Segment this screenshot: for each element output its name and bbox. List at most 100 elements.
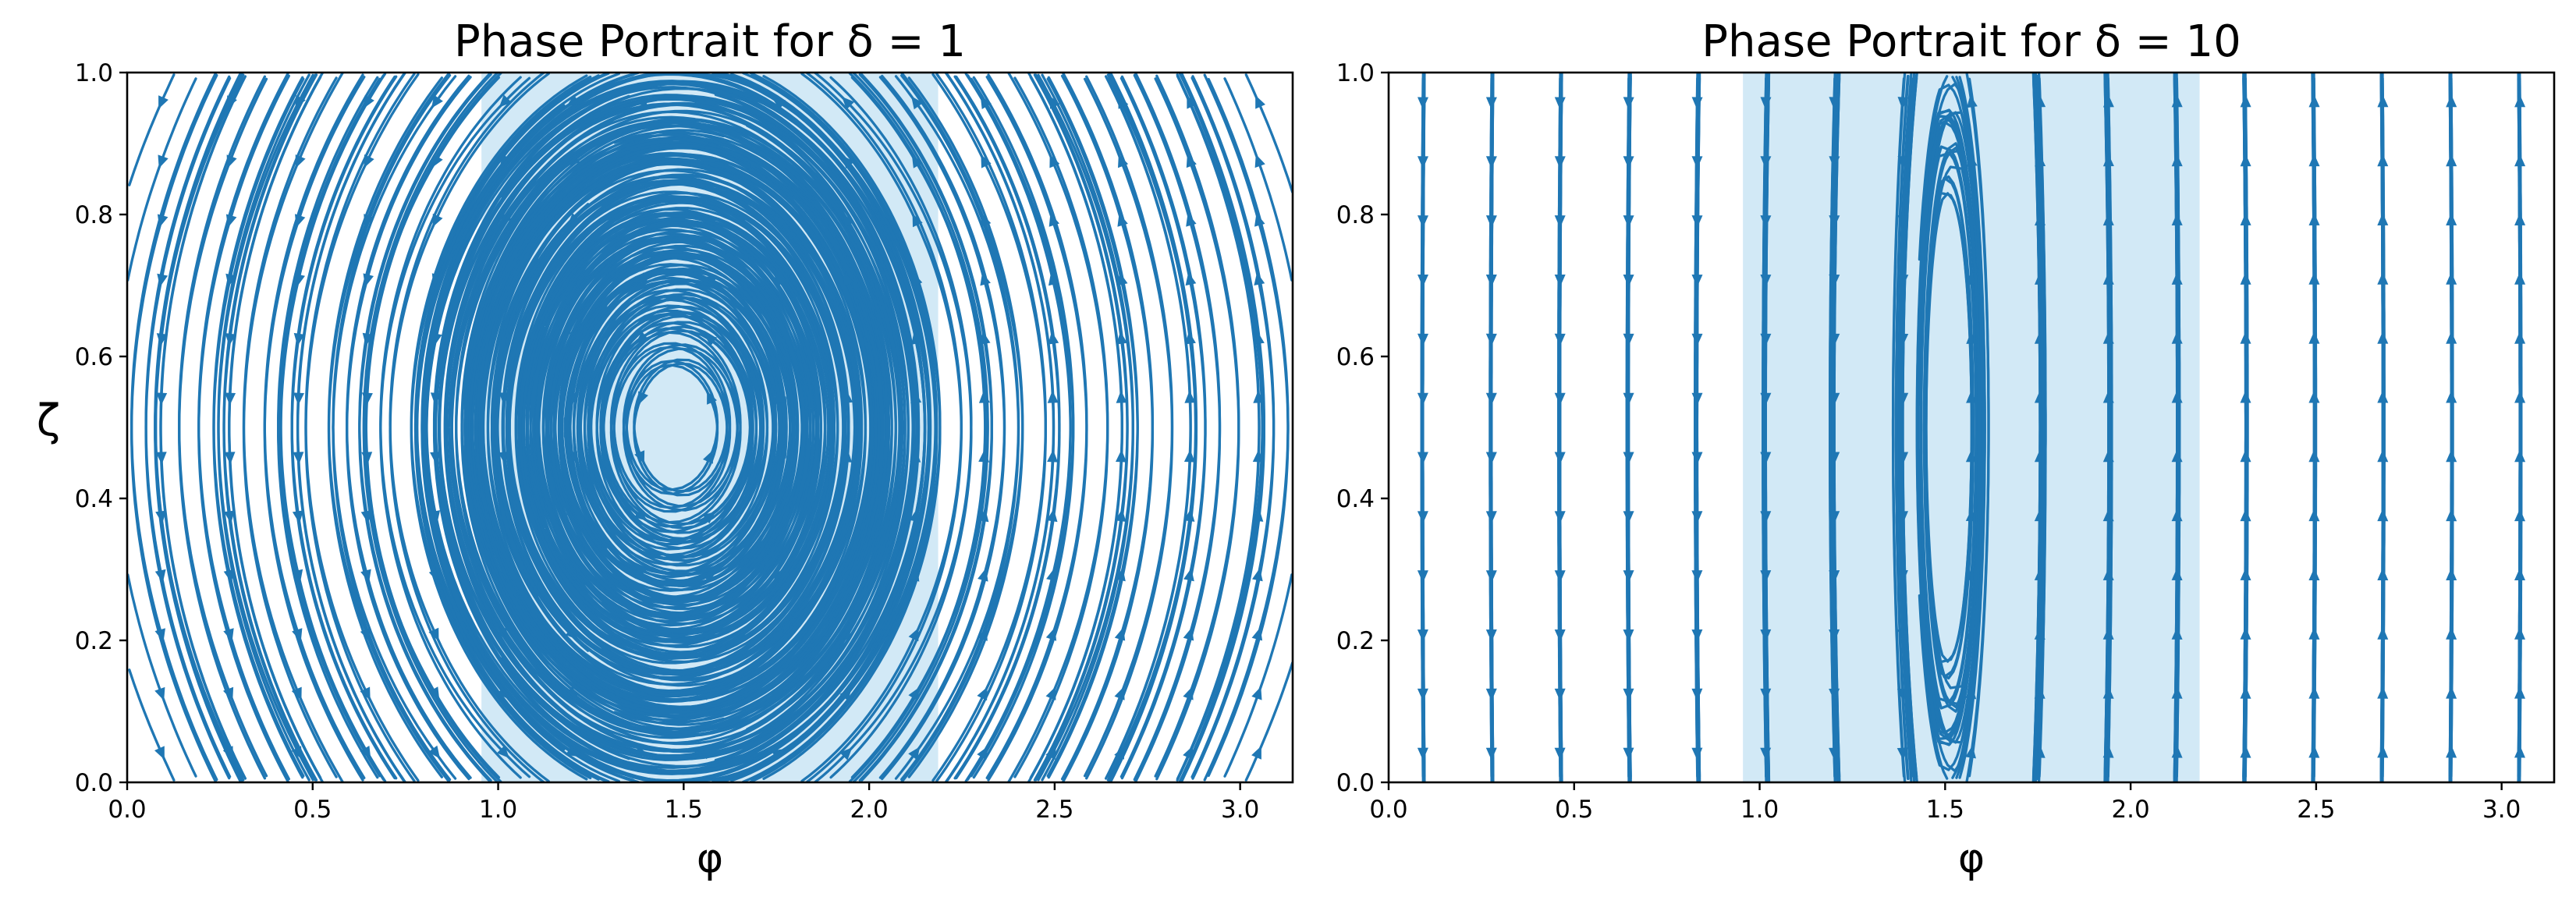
flow-arrow [226,154,237,168]
y-tick-label: 0.4 [1336,485,1375,513]
y-tick-label: 0.0 [75,769,113,797]
flow-arrow [978,390,990,403]
flow-arrow [771,689,785,701]
flow-arrow [1116,390,1127,403]
flow-arrow [2240,94,2251,108]
streamline [212,77,305,779]
x-axis-label: φ [697,835,723,882]
flow-arrow [1966,213,1978,226]
streamlines [1417,73,2526,782]
x-tick-label: 0.5 [1555,796,1593,824]
x-tick-label: 0.5 [293,796,332,824]
streamline [1180,73,1265,782]
streamline [130,73,218,782]
x-tick-label: 1.5 [1926,796,1964,824]
streamline [1037,73,1134,782]
x-tick-label: 0.0 [108,796,146,824]
flow-arrow [638,391,648,405]
y-tick-label: 1.0 [75,59,113,87]
streamline [422,73,918,782]
streamline [242,73,344,778]
flow-arrow [293,392,304,406]
flow-arrow [980,272,991,286]
flow-arrow [1760,97,1772,110]
streamline [332,75,457,782]
streamline [290,75,398,780]
streamline [2035,74,2046,781]
streamline [1829,74,1838,781]
streamline [1119,76,1207,780]
flow-arrow [1967,94,1978,108]
x-tick-label: 1.5 [665,796,703,824]
streamline [222,73,318,782]
flow-arrow [222,746,233,760]
flow-arrow [154,686,165,701]
streamline [362,76,501,782]
streamline [1894,74,1910,780]
y-tick-label: 0.2 [1336,627,1375,655]
streamline [1033,73,1129,782]
streamline [379,76,531,779]
streamline [415,73,927,782]
streamline [953,75,1061,780]
streamline [346,76,472,781]
x-tick-label: 3.0 [2482,796,2521,824]
streamline [1965,73,1990,778]
flow-arrow [911,331,922,345]
flow-arrow [1691,97,1703,110]
streamline [730,73,938,781]
flow-arrow [1185,331,1196,345]
streamline [1190,76,1276,780]
y-axis-label: ζ [37,395,60,446]
flow-arrow [1966,271,1978,285]
streamline [1694,73,1699,778]
streamline [127,77,197,282]
x-tick-label: 1.0 [479,796,517,824]
streamline [1133,73,1222,782]
flow-arrow [363,94,374,109]
flow-arrow [1048,331,1059,345]
flow-arrow [2035,94,2046,108]
streamline [2106,73,2113,778]
flow-arrow [1048,272,1059,286]
flow-arrow [225,333,236,346]
flow-arrow [1251,746,1261,760]
streamline [1104,75,1192,778]
flow-arrow [156,392,168,406]
streamline [858,73,993,782]
flow-arrow [1255,95,1265,109]
streamline [197,74,290,782]
flow-arrow [2308,94,2320,108]
flow-arrow [1116,331,1127,345]
flow-arrow [2171,94,2183,108]
flow-arrow [1049,154,1060,168]
flow-arrow [1829,97,1840,110]
streamline [2244,73,2249,778]
streamline [296,73,407,782]
streamline [178,77,268,780]
flow-arrow [1185,272,1197,286]
flow-arrow [360,746,371,760]
flow-arrow [363,273,374,287]
flow-arrow [295,214,306,228]
flow-arrow [431,94,443,108]
streamline [127,573,197,778]
flow-arrow [1046,509,1058,523]
phase-portrait-panel-2: 0.0 0.5 1.0 1.5 2.0 2.5 3.0 0.0 0.2 0.4 0.6 0.8 1.0 P… [1336,16,2556,882]
streamline [228,76,325,782]
streamline [1900,75,1918,780]
flow-arrow [1485,97,1497,110]
x-tick-label: 2.0 [850,796,888,824]
flow-arrow [842,155,855,169]
flow-arrow [981,213,992,227]
streamline [1625,73,1630,778]
streamline [2450,73,2454,778]
streamline [1829,73,1836,778]
flow-arrow [293,332,305,346]
streamline [358,73,492,782]
streamline [1176,74,1261,778]
streamline [1951,76,1985,779]
flow-arrow [1048,213,1059,227]
flow-arrow [291,746,303,760]
streamline [304,73,420,782]
